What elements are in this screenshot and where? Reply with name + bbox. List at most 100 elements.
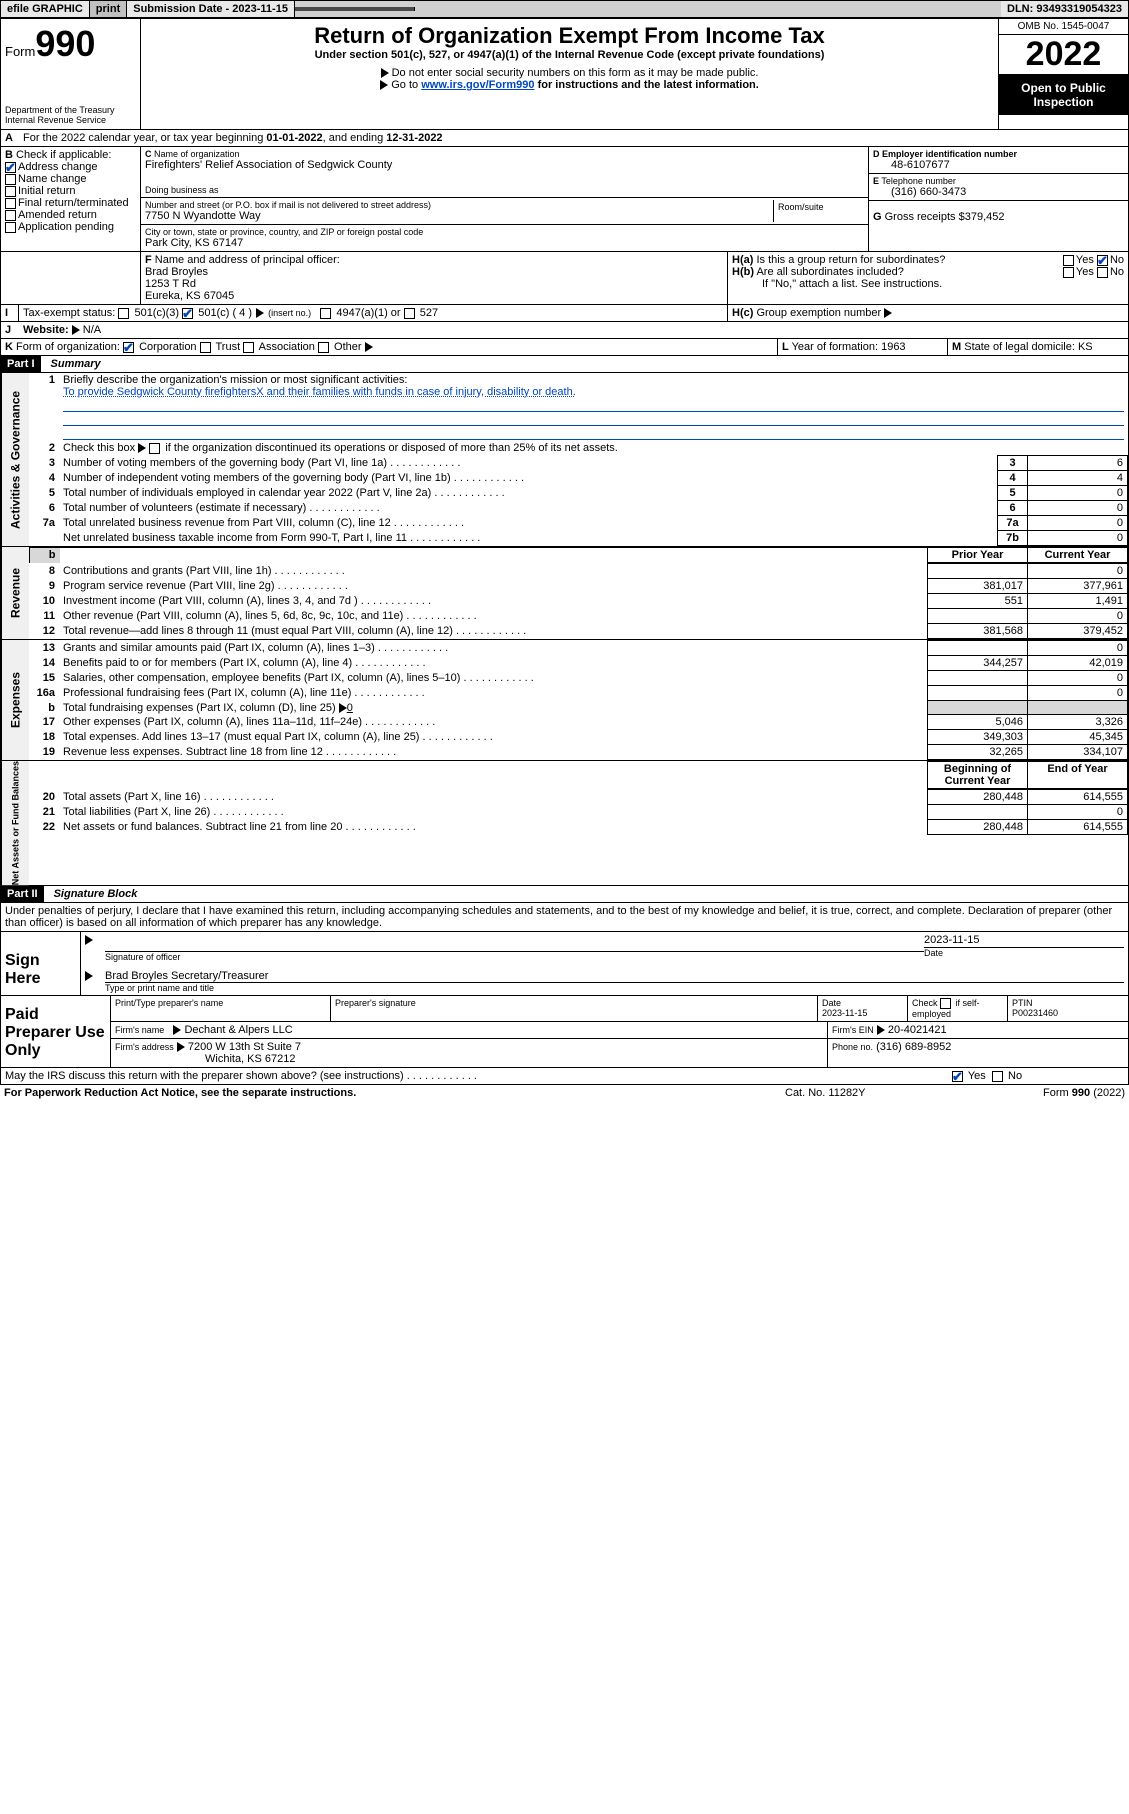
dln-label: DLN: 93493319054323 xyxy=(1001,1,1128,17)
city-label: City or town, state or province, country… xyxy=(145,227,864,237)
tax-year: 2022 xyxy=(999,35,1128,75)
org-name: Firefighters' Relief Association of Sedg… xyxy=(145,159,864,171)
website-value: N/A xyxy=(83,324,101,336)
b-item: Address change xyxy=(18,161,98,173)
part1-netassets: Net Assets or Fund Balances Beginning of… xyxy=(0,761,1129,886)
data-line: 19Revenue less expenses. Subtract line 1… xyxy=(29,745,1128,760)
discuss-no[interactable] xyxy=(992,1071,1003,1082)
checkbox-name-change[interactable] xyxy=(5,174,16,185)
a-mid: , and ending xyxy=(323,132,387,144)
checkbox-app-pending[interactable] xyxy=(5,222,16,233)
arrow-icon xyxy=(884,308,892,318)
prep-phone: (316) 689-8952 xyxy=(876,1041,951,1053)
m-value: KS xyxy=(1078,341,1093,353)
ha-yes[interactable] xyxy=(1063,255,1074,266)
self-employed-checkbox[interactable] xyxy=(940,998,951,1009)
l2-post: if the organization discontinued its ope… xyxy=(165,442,618,454)
checkbox-final-return[interactable] xyxy=(5,198,16,209)
data-line: 20Total assets (Part X, line 16)280,4486… xyxy=(29,790,1128,805)
paid-preparer-block: Paid Preparer Use Only Print/Type prepar… xyxy=(0,996,1129,1068)
i-o2b: (insert no.) xyxy=(268,308,311,318)
open-public-badge: Open to Public Inspection xyxy=(999,75,1128,115)
part2-title: Signature Block xyxy=(44,888,138,900)
no-label: No xyxy=(1110,266,1124,278)
irs-discuss-row: May the IRS discuss this return with the… xyxy=(0,1068,1129,1085)
checkbox-address-change[interactable] xyxy=(5,162,16,173)
e-label: Telephone number xyxy=(881,176,956,186)
k-trust[interactable] xyxy=(200,342,211,353)
j-row: J Website: N/A xyxy=(0,322,1129,339)
gov-line: 5Total number of individuals employed in… xyxy=(29,486,1128,501)
toolbar-spacer xyxy=(295,7,415,11)
l2-checkbox[interactable] xyxy=(149,443,160,454)
officer-name-title: Brad Broyles Secretary/Treasurer xyxy=(105,970,1124,983)
j-label: Website: xyxy=(23,324,69,336)
paid-preparer-label: Paid Preparer Use Only xyxy=(1,996,111,1067)
i-501c[interactable] xyxy=(182,308,193,319)
k-other[interactable] xyxy=(318,342,329,353)
i-o4: 527 xyxy=(420,307,438,319)
phone-value: (316) 660-3473 xyxy=(873,186,1124,198)
firm-ein-label: Firm's EIN xyxy=(832,1025,874,1035)
gov-line: 6Total number of volunteers (estimate if… xyxy=(29,501,1128,516)
arrow-icon xyxy=(256,308,264,318)
i-o1: 501(c)(3) xyxy=(134,307,179,319)
col-prior: Prior Year xyxy=(928,548,1028,563)
efile-label: efile GRAPHIC xyxy=(1,1,90,17)
pra-notice: For Paperwork Reduction Act Notice, see … xyxy=(4,1087,785,1099)
b-item: Application pending xyxy=(18,221,114,233)
part1-label: Part I xyxy=(1,356,41,372)
sidebar-revenue: Revenue xyxy=(1,547,29,639)
i-4947[interactable] xyxy=(320,308,331,319)
b-item: Initial return xyxy=(18,185,75,197)
klm-row: K Form of organization: Corporation Trus… xyxy=(0,339,1129,356)
a-begin: 01-01-2022 xyxy=(266,132,322,144)
prep-date-label: Date xyxy=(822,998,841,1008)
form-header: Form990 Department of the Treasury Inter… xyxy=(0,18,1129,130)
col-eoy: End of Year xyxy=(1028,762,1128,789)
ha-no[interactable] xyxy=(1097,255,1108,266)
data-line: 21Total liabilities (Part X, line 26)0 xyxy=(29,805,1128,820)
i-501c3[interactable] xyxy=(118,308,129,319)
checkbox-amended[interactable] xyxy=(5,210,16,221)
data-line: 12Total revenue—add lines 8 through 11 (… xyxy=(29,624,1128,639)
prep-sig-label: Preparer's signature xyxy=(331,996,818,1021)
ptin-label: PTIN xyxy=(1012,998,1033,1008)
officer-addr1: 1253 T Rd xyxy=(145,278,723,290)
form-title: Return of Organization Exempt From Incom… xyxy=(145,23,994,49)
c-name-label: Name of organization xyxy=(154,149,240,159)
g-label: Gross receipts $ xyxy=(885,211,965,223)
sign-here-block: Sign Here Signature of officer 2023-11-1… xyxy=(0,932,1129,996)
k-corp[interactable] xyxy=(123,342,134,353)
firm-name-label: Firm's name xyxy=(115,1025,164,1035)
officer-name: Brad Broyles xyxy=(145,266,723,278)
discuss-yes[interactable] xyxy=(952,1071,963,1082)
ptin-value: P00231460 xyxy=(1012,1008,1058,1018)
cat-no: Cat. No. 11282Y xyxy=(785,1087,985,1099)
arrow-icon xyxy=(365,342,373,352)
hb-no[interactable] xyxy=(1097,267,1108,278)
k-label: Form of organization: xyxy=(16,341,120,353)
hb-yes[interactable] xyxy=(1063,267,1074,278)
officer-addr2: Eureka, KS 67045 xyxy=(145,290,723,302)
data-line: bTotal fundraising expenses (Part IX, co… xyxy=(29,701,1128,715)
arrow-icon xyxy=(380,80,388,90)
dba-label: Doing business as xyxy=(145,185,864,195)
irs-link[interactable]: www.irs.gov/Form990 xyxy=(421,79,534,91)
a-pre: For the 2022 calendar year, or tax year … xyxy=(23,132,266,144)
f-label: Name and address of principal officer: xyxy=(155,254,340,266)
line-a: A For the 2022 calendar year, or tax yea… xyxy=(0,130,1129,147)
k-o1: Corporation xyxy=(139,341,196,353)
part1-header: Part I Summary xyxy=(0,356,1129,373)
arrow-icon xyxy=(173,1025,181,1035)
b-item: Name change xyxy=(18,173,87,185)
k-assoc[interactable] xyxy=(243,342,254,353)
hb-label: Are all subordinates included? xyxy=(756,266,903,278)
arrow-icon xyxy=(177,1042,185,1052)
checkbox-initial-return[interactable] xyxy=(5,186,16,197)
print-button[interactable]: print xyxy=(90,1,127,17)
irs-label: Internal Revenue Service xyxy=(5,115,136,125)
i-527[interactable] xyxy=(404,308,415,319)
sig-officer-label: Signature of officer xyxy=(105,952,924,962)
yes-label: Yes xyxy=(968,1070,986,1082)
